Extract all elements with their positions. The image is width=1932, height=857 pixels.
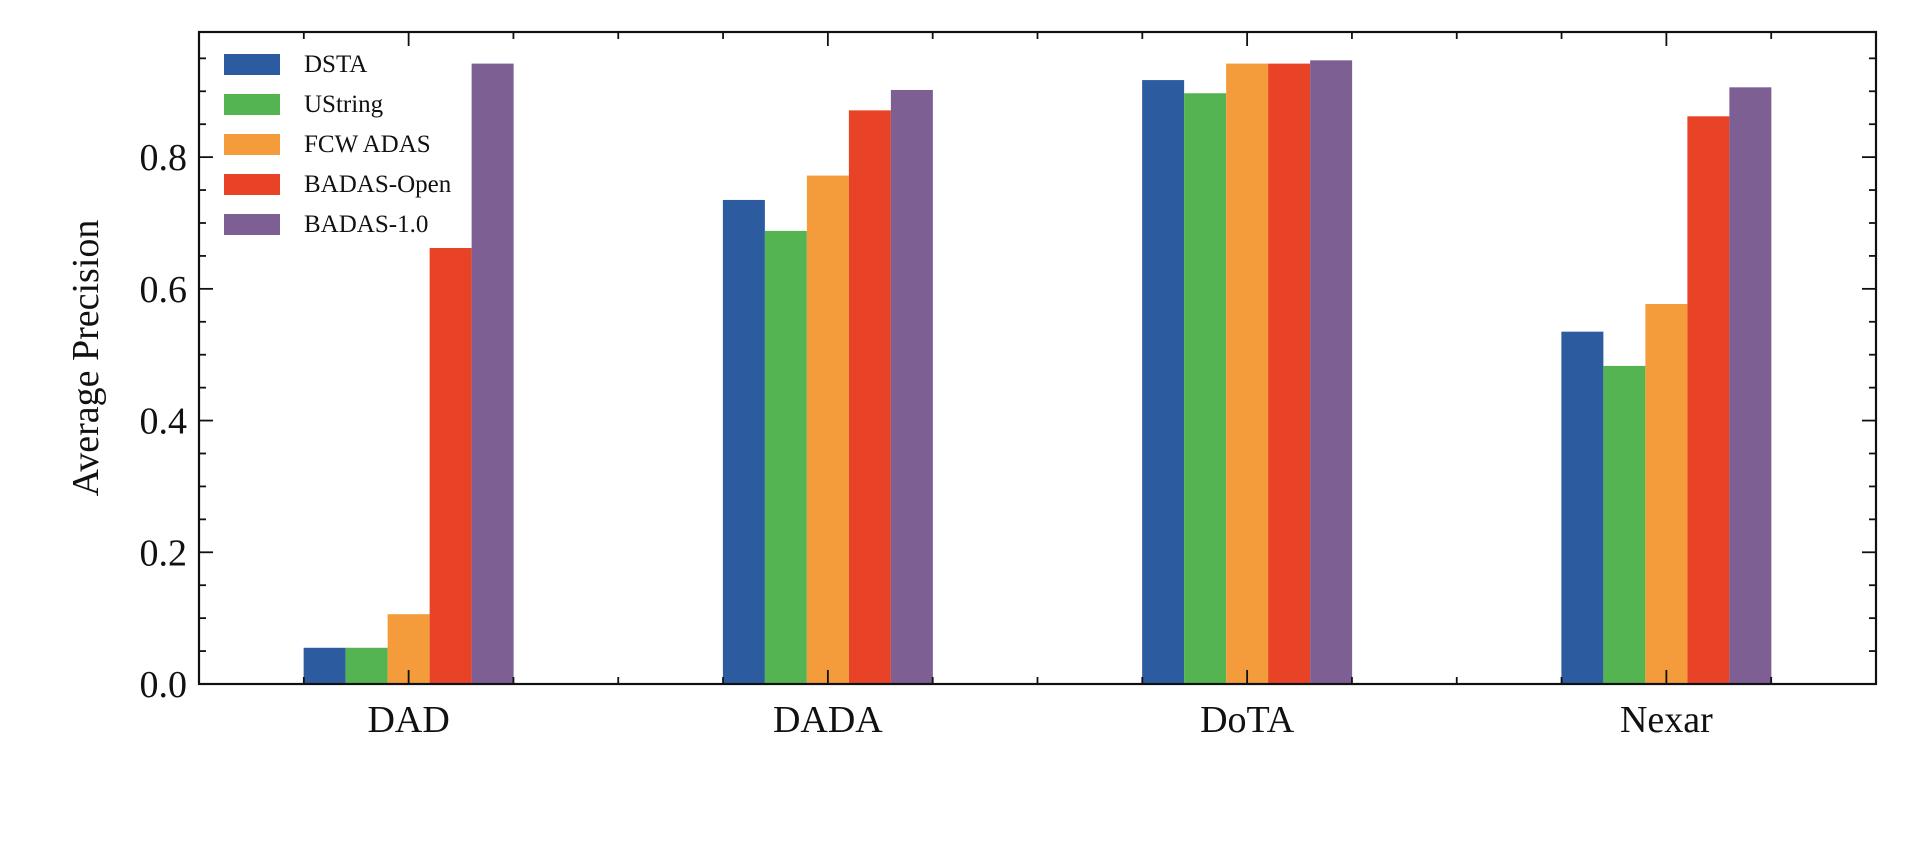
bar-dsta-dada <box>722 199 765 684</box>
bar-badas-open-nexar <box>1687 116 1730 685</box>
legend-label-fcw-adas: FCW ADAS <box>304 131 431 158</box>
y-tick-label: 0.8 <box>140 137 188 179</box>
bar-fcw-adas-dota <box>1226 63 1269 685</box>
bar-ustring-nexar <box>1603 365 1646 684</box>
x-tick-label: DoTA <box>1200 699 1295 741</box>
y-tick-label: 0.2 <box>140 532 188 574</box>
legend-label-dsta: DSTA <box>304 51 367 78</box>
plot-frame <box>197 30 1878 686</box>
x-tick-label: DADA <box>773 699 883 741</box>
bar-badas-open-dad <box>429 248 472 684</box>
x-tick-label: DAD <box>367 699 449 741</box>
bar-dsta-dad <box>303 647 346 684</box>
legend: DSTA UString FCW ADAS BADAS-Open BADAS-1.0 <box>224 51 452 238</box>
bar-badas-1-0-nexar <box>1729 87 1772 684</box>
ticks-layer: 0.0 0.2 0.4 0.6 0.8 DAD DADA DoTA Nexar <box>140 32 1876 741</box>
bar-badas-1-0-dad <box>471 63 514 685</box>
y-tick-label: 0.0 <box>140 664 188 706</box>
bar-fcw-adas-dada <box>806 175 849 684</box>
bar-dsta-dota <box>1142 80 1185 684</box>
bar-fcw-adas-nexar <box>1645 304 1688 684</box>
bar-ustring-dota <box>1184 93 1227 684</box>
legend-label-badas-open: BADAS-Open <box>304 171 452 198</box>
bar-dsta-nexar <box>1561 331 1604 684</box>
bar-ustring-dad <box>345 647 388 684</box>
bar-ustring-dada <box>764 230 807 684</box>
legend-swatch-ustring <box>224 94 280 115</box>
bars-layer <box>303 60 1772 685</box>
legend-label-badas-1-0: BADAS-1.0 <box>304 211 428 238</box>
bar-badas-open-dota <box>1268 63 1311 685</box>
legend-label-ustring: UString <box>304 91 384 118</box>
bar-badas-1-0-dota <box>1310 60 1353 684</box>
legend-swatch-fcw-adas <box>224 134 280 155</box>
legend-swatch-dsta <box>224 54 280 75</box>
y-axis-label: Average Precision <box>65 220 107 497</box>
legend-swatch-badas-1-0 <box>224 214 280 235</box>
legend-swatch-badas-open <box>224 174 280 195</box>
y-tick-label: 0.4 <box>140 401 188 443</box>
bar-badas-open-dada <box>848 110 891 685</box>
x-tick-label: Nexar <box>1620 699 1713 741</box>
y-tick-label: 0.6 <box>140 269 188 311</box>
bar-badas-1-0-dada <box>890 89 933 684</box>
